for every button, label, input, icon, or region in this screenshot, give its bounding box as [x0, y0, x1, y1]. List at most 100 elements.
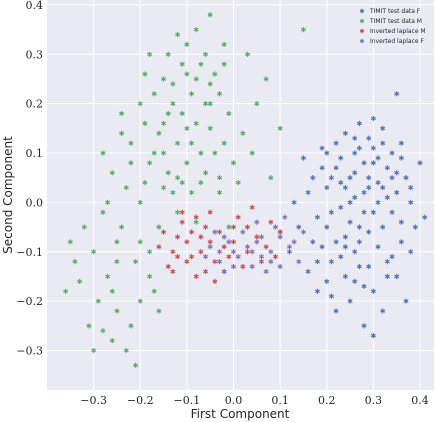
- asterisk-stroke: [128, 324, 134, 328]
- asterisk-stroke: [128, 141, 134, 145]
- data-point: [189, 254, 195, 260]
- data-point: [189, 91, 195, 97]
- asterisk-stroke: [156, 131, 162, 136]
- legend-marker: [359, 38, 365, 44]
- data-point: [151, 91, 157, 97]
- asterisk-stroke: [403, 299, 409, 303]
- data-point: [230, 263, 237, 270]
- x-tick-label: −0.1: [174, 394, 201, 407]
- asterisk-stroke: [193, 121, 199, 126]
- data-point: [380, 224, 386, 230]
- data-point: [296, 259, 302, 265]
- data-point: [249, 150, 255, 156]
- data-point: [165, 110, 171, 117]
- data-point: [300, 229, 306, 235]
- data-point: [189, 189, 195, 196]
- asterisk-stroke: [356, 225, 362, 229]
- asterisk-stroke: [221, 141, 227, 145]
- asterisk-stroke: [184, 42, 190, 47]
- asterisk-stroke: [170, 269, 176, 274]
- asterisk-stroke: [179, 111, 185, 116]
- data-point: [347, 298, 353, 304]
- data-point: [203, 170, 209, 176]
- data-point: [394, 273, 400, 280]
- asterisk-stroke: [352, 136, 358, 141]
- asterisk-stroke: [254, 240, 260, 244]
- asterisk-stroke: [133, 259, 139, 264]
- asterisk-stroke: [300, 156, 306, 160]
- asterisk-stroke: [258, 259, 265, 264]
- data-point: [165, 263, 171, 270]
- data-point: [198, 249, 204, 255]
- asterisk-stroke: [347, 200, 353, 205]
- data-point: [324, 150, 330, 156]
- asterisk-stroke: [249, 264, 255, 269]
- asterisk-stroke: [123, 348, 129, 353]
- asterisk-stroke: [128, 161, 134, 165]
- asterisk-stroke: [408, 185, 414, 190]
- data-point: [254, 101, 260, 107]
- data-point: [91, 249, 97, 255]
- data-point: [324, 278, 330, 284]
- y-tick-label: 0.2: [26, 98, 44, 111]
- data-point: [216, 189, 223, 196]
- asterisk-stroke: [119, 111, 125, 116]
- data-point: [319, 244, 325, 250]
- data-point: [161, 150, 167, 156]
- data-point: [347, 175, 353, 181]
- asterisk-stroke: [291, 200, 297, 205]
- asterisk-stroke: [170, 101, 176, 106]
- data-point: [235, 254, 241, 260]
- asterisk-stroke: [109, 338, 115, 343]
- asterisk-stroke: [380, 141, 386, 145]
- asterisk-stroke: [324, 279, 330, 284]
- asterisk-stroke: [216, 92, 223, 96]
- asterisk-stroke: [408, 200, 414, 205]
- data-point: [184, 125, 190, 131]
- data-point: [286, 244, 292, 250]
- legend-marker: [359, 18, 365, 24]
- x-tick-label: 0.0: [225, 394, 243, 407]
- asterisk-stroke: [347, 220, 353, 224]
- data-point: [203, 254, 209, 260]
- asterisk-stroke: [216, 249, 223, 254]
- asterisk-stroke: [398, 240, 404, 244]
- asterisk-stroke: [268, 175, 274, 180]
- data-point: [100, 328, 106, 334]
- data-point: [230, 224, 237, 230]
- data-point: [394, 170, 400, 176]
- asterisk-stroke: [370, 210, 376, 215]
- data-point: [184, 41, 190, 48]
- data-point: [179, 110, 185, 117]
- asterisk-stroke: [175, 175, 181, 180]
- asterisk-stroke: [366, 264, 372, 269]
- asterisk-stroke: [235, 215, 241, 219]
- asterisk-stroke: [137, 200, 143, 205]
- asterisk-stroke: [170, 190, 176, 195]
- asterisk-stroke: [328, 259, 334, 264]
- asterisk-stroke: [291, 240, 297, 244]
- asterisk-stroke: [356, 146, 362, 150]
- data-point: [417, 160, 423, 166]
- asterisk-stroke: [198, 151, 204, 155]
- data-point: [161, 120, 167, 127]
- data-point: [240, 229, 246, 235]
- data-point: [193, 219, 199, 225]
- asterisk-stroke: [417, 161, 423, 165]
- data-point: [230, 160, 237, 166]
- data-point: [300, 27, 306, 33]
- data-point: [175, 31, 181, 38]
- asterisk-stroke: [384, 259, 390, 264]
- data-point: [175, 140, 181, 146]
- data-point: [389, 175, 395, 181]
- asterisk-stroke: [137, 299, 143, 303]
- asterisk-stroke: [258, 235, 265, 239]
- y-tick-label: 0.0: [26, 196, 44, 209]
- asterisk-stroke: [151, 151, 157, 155]
- data-point: [207, 209, 213, 215]
- data-point: [114, 239, 120, 245]
- asterisk-stroke: [352, 195, 358, 200]
- data-point: [170, 268, 176, 275]
- data-point: [226, 224, 232, 230]
- data-point: [398, 140, 404, 146]
